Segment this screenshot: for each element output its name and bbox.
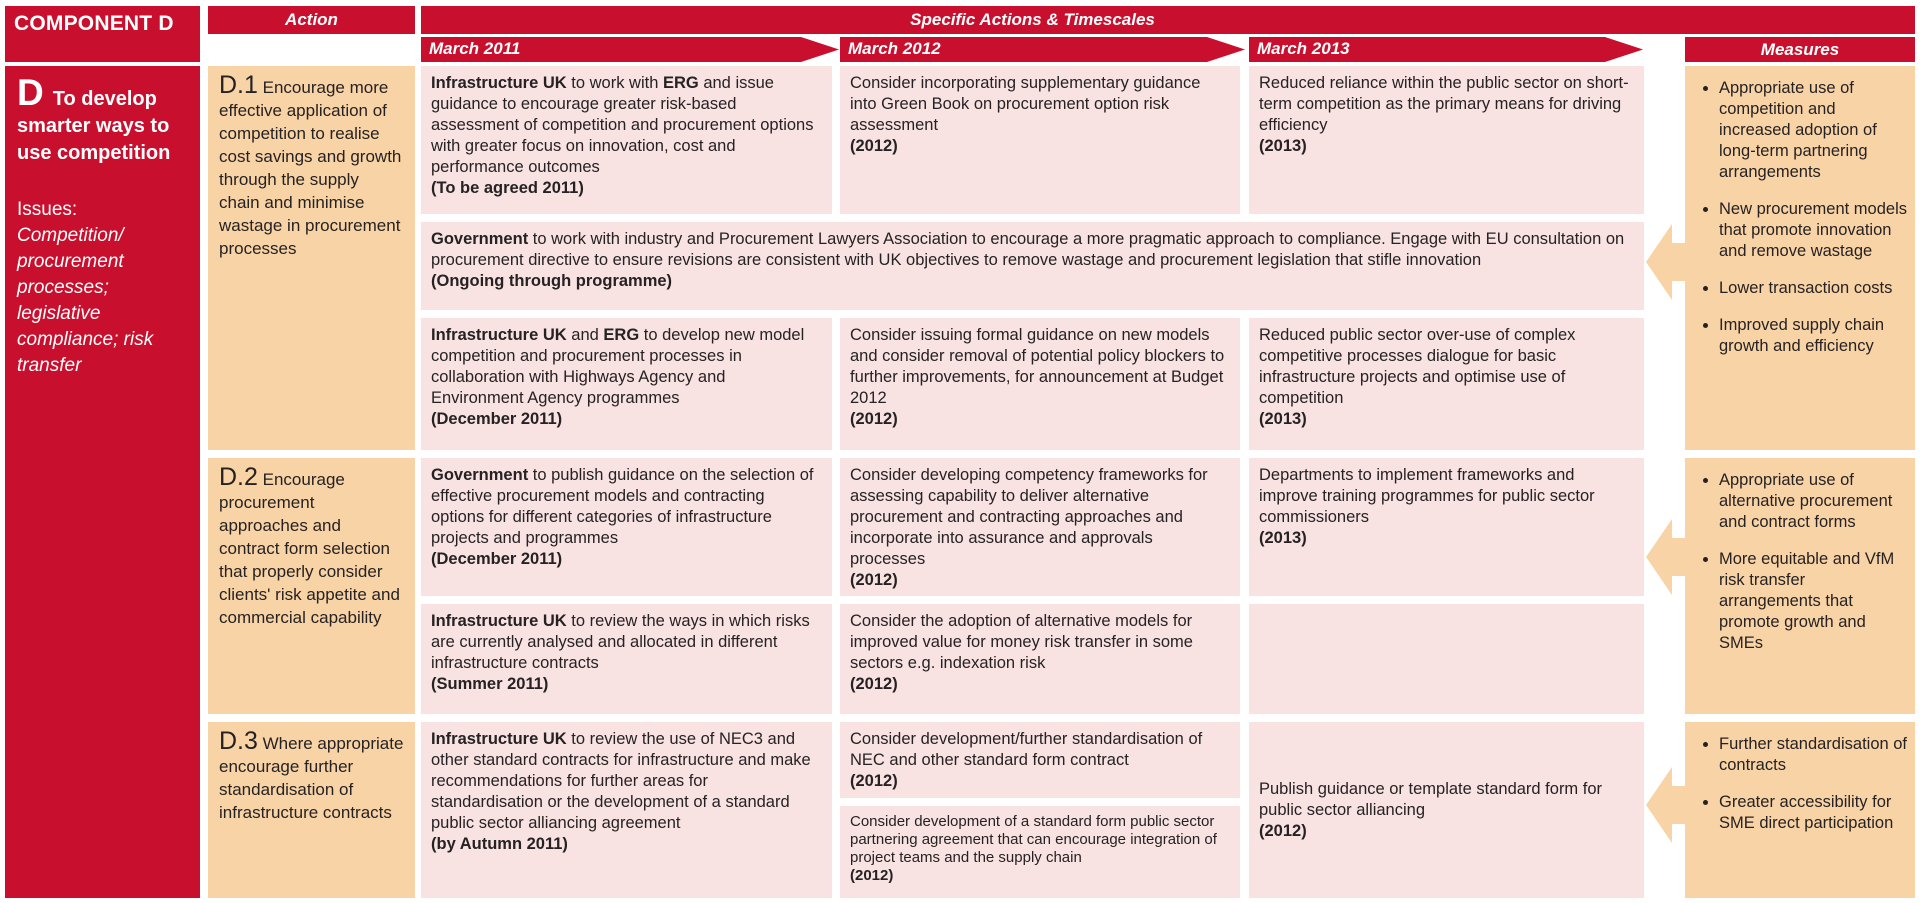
cell-date: (2013) [1259, 137, 1307, 155]
cell-d2r1-march2011: Government to publish guidance on the se… [421, 458, 832, 596]
march-2011-arrow [421, 37, 839, 62]
cell-date: (2012) [850, 410, 898, 428]
cell-date: (2012) [850, 675, 898, 693]
measures-arrow-d1-icon [1646, 224, 1692, 300]
specific-actions-label: Specific Actions & Timescales [910, 10, 1155, 29]
cell-date: (December 2011) [431, 410, 563, 428]
cell-date: (2013) [1259, 529, 1307, 547]
cell-date: (Ongoing through programme) [431, 272, 673, 290]
cell-d1r3-march2012: Consider issuing formal guidance on new … [840, 318, 1240, 450]
action-column-header: Action [208, 6, 415, 34]
march-2012-label: March 2012 [848, 39, 941, 58]
measures-d3: Further standardisation of contractsGrea… [1685, 722, 1915, 898]
component-header-label: COMPONENT D [14, 12, 174, 35]
cell-date: (December 2011) [431, 550, 563, 568]
cell-d2r2-march2012: Consider the adoption of alternative mod… [840, 604, 1240, 714]
cell-d3-march2011: Infrastructure UK to review the use of N… [421, 722, 832, 898]
march-2012-arrow [840, 37, 1245, 62]
measures-d2: Appropriate use of alternative procureme… [1685, 458, 1915, 714]
march-2013-arrow [1249, 37, 1643, 62]
cell-date: (2012) [850, 137, 898, 155]
cell-d1r1-march2012: Consider incorporating supplementary gui… [840, 66, 1240, 214]
component-letter: D [17, 72, 44, 113]
cell-d2r2-march2013-empty [1249, 604, 1644, 714]
cell-date: (2012) [1259, 821, 1307, 840]
action-header-label: Action [285, 10, 338, 29]
cell-d1r2-spanning: Government to work with industry and Pro… [421, 222, 1644, 310]
measures-column-header: Measures [1685, 37, 1915, 62]
cell-date: (2012) [850, 571, 898, 589]
component-title: D To develop smarter ways to use competit… [17, 72, 171, 164]
cell-date: (Summer 2011) [431, 675, 549, 693]
cell-d3-march2012-lower: Consider development of a standard form … [840, 806, 1240, 898]
march-2013-label: March 2013 [1257, 39, 1350, 58]
cell-d3-march2013: Publish guidance or template standard fo… [1249, 722, 1644, 898]
measures-arrow-d3-icon [1646, 767, 1692, 843]
measures-d1-list: Appropriate use of competition and incre… [1691, 78, 1909, 357]
cell-date: (To be agreed 2011) [431, 179, 584, 197]
action-d1: D.1 Encourage more effective application… [208, 66, 415, 450]
cell-d2r2-march2011: Infrastructure UK to review the ways in … [421, 604, 832, 714]
cell-d1r3-march2013: Reduced public sector over-use of comple… [1249, 318, 1644, 450]
cell-d1r1-march2013: Reduced reliance within the public secto… [1249, 66, 1644, 214]
cell-date: (2012) [850, 867, 894, 884]
cell-d1r1-march2011: Infrastructure UK to work with ERG and i… [421, 66, 832, 214]
measures-d1: Appropriate use of competition and incre… [1685, 66, 1915, 450]
cell-date: (2013) [1259, 410, 1307, 428]
cell-d2r1-march2013: Departments to implement frameworks and … [1249, 458, 1644, 596]
cell-date: (2012) [850, 772, 898, 790]
component-description: D To develop smarter ways to use competit… [5, 66, 200, 898]
measures-header-label: Measures [1760, 39, 1840, 59]
cell-d3-march2012-upper: Consider development/further standardisa… [840, 722, 1240, 798]
specific-actions-band: Specific Actions & Timescales [421, 6, 1915, 34]
cell-d1r3-march2011: Infrastructure UK and ERG to develop new… [421, 318, 832, 450]
cell-date: (by Autumn 2011) [431, 835, 568, 853]
march-2011-label: March 2011 [429, 39, 521, 58]
component-issues: Issues: Competition/ procurement process… [17, 199, 154, 376]
measures-d3-list: Further standardisation of contractsGrea… [1691, 734, 1909, 834]
action-d2: D.2 Encourage procurement approaches and… [208, 458, 415, 714]
component-header: COMPONENT D [5, 6, 200, 62]
measures-arrow-d2-icon [1646, 519, 1692, 595]
measures-d2-list: Appropriate use of alternative procureme… [1691, 470, 1909, 654]
cell-d2r1-march2012: Consider developing competency framework… [840, 458, 1240, 596]
action-d3: D.3 Where appropriate encourage further … [208, 722, 415, 898]
